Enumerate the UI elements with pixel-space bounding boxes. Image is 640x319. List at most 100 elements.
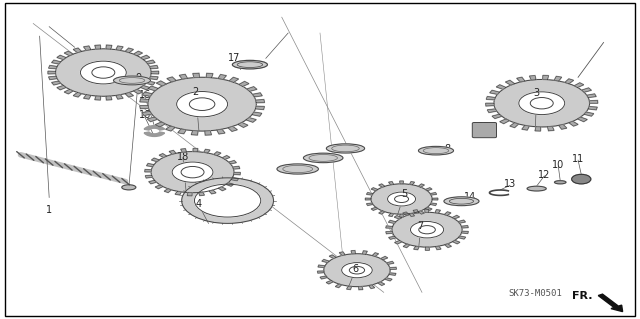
Polygon shape bbox=[48, 71, 56, 74]
Polygon shape bbox=[148, 86, 158, 91]
Polygon shape bbox=[435, 246, 441, 250]
Polygon shape bbox=[228, 160, 236, 164]
Polygon shape bbox=[458, 220, 465, 223]
Polygon shape bbox=[389, 273, 396, 275]
Polygon shape bbox=[452, 240, 460, 244]
Polygon shape bbox=[326, 280, 333, 284]
Polygon shape bbox=[379, 211, 385, 214]
Polygon shape bbox=[156, 81, 166, 86]
Polygon shape bbox=[410, 182, 415, 185]
Polygon shape bbox=[371, 184, 432, 214]
Polygon shape bbox=[164, 189, 172, 193]
Polygon shape bbox=[159, 154, 166, 158]
Polygon shape bbox=[125, 93, 133, 97]
Polygon shape bbox=[461, 231, 468, 234]
Polygon shape bbox=[146, 81, 155, 85]
Polygon shape bbox=[461, 226, 468, 228]
Polygon shape bbox=[543, 75, 548, 80]
Polygon shape bbox=[141, 85, 150, 90]
Polygon shape bbox=[239, 81, 249, 86]
Polygon shape bbox=[426, 188, 432, 191]
Polygon shape bbox=[193, 148, 198, 152]
Wedge shape bbox=[144, 132, 164, 137]
Ellipse shape bbox=[122, 185, 136, 190]
Polygon shape bbox=[589, 100, 598, 103]
Polygon shape bbox=[204, 149, 210, 153]
Polygon shape bbox=[554, 76, 562, 81]
Polygon shape bbox=[387, 261, 394, 264]
Polygon shape bbox=[180, 149, 186, 152]
Polygon shape bbox=[444, 212, 451, 216]
Polygon shape bbox=[379, 184, 385, 187]
Polygon shape bbox=[228, 126, 237, 131]
Polygon shape bbox=[152, 158, 159, 162]
Polygon shape bbox=[106, 45, 112, 49]
Ellipse shape bbox=[444, 197, 479, 206]
Polygon shape bbox=[388, 236, 396, 239]
Wedge shape bbox=[144, 126, 164, 130]
Polygon shape bbox=[367, 193, 373, 195]
Text: 15: 15 bbox=[478, 122, 491, 131]
Text: 8: 8 bbox=[444, 144, 451, 154]
Polygon shape bbox=[188, 193, 192, 196]
Text: 5: 5 bbox=[401, 189, 407, 199]
Polygon shape bbox=[324, 254, 390, 286]
Polygon shape bbox=[318, 265, 325, 268]
FancyBboxPatch shape bbox=[472, 122, 497, 138]
Polygon shape bbox=[73, 48, 81, 53]
Polygon shape bbox=[206, 73, 213, 78]
Polygon shape bbox=[81, 61, 126, 84]
Polygon shape bbox=[231, 178, 239, 181]
Polygon shape bbox=[496, 85, 506, 89]
Polygon shape bbox=[351, 251, 355, 254]
Polygon shape bbox=[169, 151, 176, 154]
Polygon shape bbox=[445, 244, 451, 248]
Text: SK73-M0501: SK73-M0501 bbox=[508, 289, 562, 298]
Ellipse shape bbox=[554, 181, 566, 184]
FancyArrow shape bbox=[598, 294, 623, 312]
Polygon shape bbox=[392, 212, 462, 247]
Polygon shape bbox=[322, 259, 329, 263]
Polygon shape bbox=[388, 220, 396, 223]
Polygon shape bbox=[426, 247, 429, 250]
Polygon shape bbox=[179, 74, 188, 79]
Polygon shape bbox=[403, 244, 410, 248]
Ellipse shape bbox=[527, 186, 546, 191]
Polygon shape bbox=[371, 188, 378, 191]
Polygon shape bbox=[388, 213, 394, 216]
Polygon shape bbox=[246, 118, 256, 122]
Polygon shape bbox=[49, 65, 57, 69]
Polygon shape bbox=[565, 79, 573, 84]
Text: 10: 10 bbox=[552, 160, 564, 170]
Polygon shape bbox=[150, 65, 158, 69]
Polygon shape bbox=[156, 185, 163, 189]
Text: 6: 6 bbox=[352, 264, 358, 274]
Polygon shape bbox=[238, 122, 248, 127]
Polygon shape bbox=[362, 251, 367, 254]
Polygon shape bbox=[73, 93, 81, 97]
Ellipse shape bbox=[419, 146, 454, 155]
Polygon shape bbox=[486, 97, 495, 100]
Polygon shape bbox=[390, 267, 396, 269]
Polygon shape bbox=[500, 119, 509, 124]
Polygon shape bbox=[247, 87, 257, 91]
Polygon shape bbox=[177, 92, 228, 117]
Polygon shape bbox=[199, 192, 204, 196]
Polygon shape bbox=[419, 211, 424, 214]
Polygon shape bbox=[492, 114, 502, 119]
Ellipse shape bbox=[326, 144, 365, 153]
Text: 9: 9 bbox=[135, 72, 141, 83]
Polygon shape bbox=[506, 80, 515, 85]
Polygon shape bbox=[151, 152, 234, 193]
Polygon shape bbox=[358, 286, 363, 290]
Polygon shape bbox=[494, 79, 589, 127]
Polygon shape bbox=[84, 95, 91, 99]
Polygon shape bbox=[430, 193, 436, 195]
Polygon shape bbox=[371, 207, 378, 210]
Polygon shape bbox=[426, 207, 432, 210]
Polygon shape bbox=[191, 131, 198, 135]
Polygon shape bbox=[218, 75, 227, 79]
Polygon shape bbox=[403, 212, 410, 216]
Text: 14: 14 bbox=[463, 192, 476, 202]
Polygon shape bbox=[226, 183, 234, 186]
